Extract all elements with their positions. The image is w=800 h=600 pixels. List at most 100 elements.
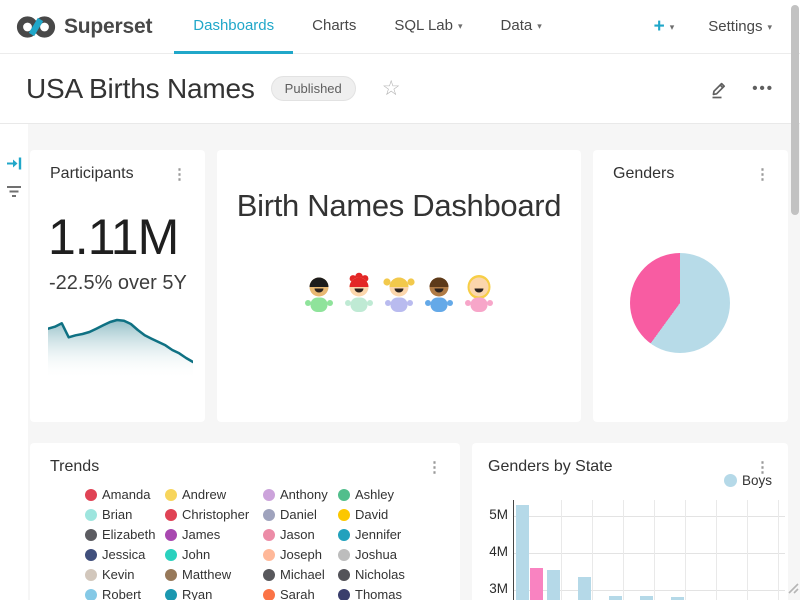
legend-item[interactable]: James — [165, 529, 263, 541]
legend-item[interactable]: Jessica — [85, 549, 165, 561]
chart-menu-button[interactable]: ⋮ — [168, 165, 191, 184]
series-color-dot — [263, 589, 275, 600]
legend-item[interactable]: Brian — [85, 509, 165, 521]
series-color-dot — [338, 569, 350, 581]
series-label: Ashley — [355, 489, 394, 501]
card-markdown: Birth Names Dashboard — [217, 150, 581, 422]
bar-girls — [530, 568, 543, 600]
legend-item[interactable]: Jennifer — [338, 529, 460, 541]
settings-menu[interactable]: Settings ▾ — [708, 18, 772, 35]
chart-title: Genders — [613, 165, 674, 183]
legend-item[interactable]: Nicholas — [338, 569, 460, 581]
nav-item-charts[interactable]: Charts — [293, 0, 375, 54]
series-label: Joseph — [280, 549, 322, 561]
series-color-dot — [165, 489, 177, 501]
series-label: Elizabeth — [102, 529, 155, 541]
series-label: Kevin — [102, 569, 135, 581]
plus-icon: + — [654, 17, 665, 36]
chevron-down-icon: ▾ — [767, 22, 772, 33]
legend-item[interactable]: Joshua — [338, 549, 460, 561]
y-axis-tick: 3M — [476, 581, 508, 596]
chevron-down-icon: ▾ — [670, 22, 675, 33]
brand-name: Superset — [64, 15, 152, 39]
big-number-value: 1.11M — [48, 212, 205, 262]
vertical-scrollbar[interactable] — [791, 5, 799, 215]
legend-item[interactable]: Andrew — [165, 489, 263, 501]
legend-item-boys[interactable]: Boys — [724, 473, 772, 488]
legend-item[interactable]: Anthony — [263, 489, 338, 501]
published-badge[interactable]: Published — [271, 76, 356, 101]
legend-item[interactable]: Matthew — [165, 569, 263, 581]
series-label: Amanda — [102, 489, 150, 501]
trends-legend: Amanda Andrew Anthony Ashley Brian Christophe… — [85, 489, 460, 600]
card-participants: Participants ⋮ 1.11M -22.5% over 5Y — [30, 150, 205, 422]
legend-item[interactable]: David — [338, 509, 460, 521]
legend-item[interactable]: Sarah — [263, 589, 338, 600]
edit-dashboard-button[interactable] — [708, 78, 730, 100]
series-color-dot — [263, 489, 275, 501]
series-color-dot — [165, 549, 177, 561]
series-color-dot — [263, 509, 275, 521]
series-color-dot — [263, 569, 275, 581]
legend-item[interactable]: Jason — [263, 529, 338, 541]
sparkline-chart — [48, 317, 205, 384]
favorite-star-icon[interactable]: ☆ — [382, 78, 401, 99]
new-item-button[interactable]: + ▾ — [646, 17, 683, 36]
series-label: Thomas — [355, 589, 402, 600]
child-emoji — [302, 272, 336, 314]
series-color-dot — [85, 589, 97, 600]
series-label: Matthew — [182, 569, 231, 581]
legend-item[interactable]: Robert — [85, 589, 165, 600]
expand-filter-bar-button[interactable] — [0, 156, 28, 171]
series-label: Brian — [102, 509, 132, 521]
series-color-dot — [338, 549, 350, 561]
more-actions-button[interactable]: ••• — [752, 80, 774, 97]
series-label: Anthony — [280, 489, 328, 501]
bar-boys — [640, 596, 653, 600]
child-emoji — [422, 272, 456, 314]
chart-menu-button[interactable]: ⋮ — [423, 458, 446, 477]
child-emoji — [342, 272, 376, 314]
nav-item-sql-lab[interactable]: SQL Lab ▾ — [375, 0, 481, 54]
superset-infinity-icon — [16, 13, 56, 41]
legend-item[interactable]: Daniel — [263, 509, 338, 521]
legend-item[interactable]: Kevin — [85, 569, 165, 581]
nav-item-dashboards[interactable]: Dashboards — [174, 0, 293, 54]
series-label: Robert — [102, 589, 141, 600]
series-color-dot — [85, 509, 97, 521]
series-color-dot — [85, 549, 97, 561]
nav-item-data[interactable]: Data ▾ — [482, 0, 561, 54]
legend-item[interactable]: Ashley — [338, 489, 460, 501]
series-color-dot — [85, 529, 97, 541]
header-actions: ••• — [708, 78, 774, 100]
legend-item[interactable]: Michael — [263, 569, 338, 581]
superset-logo[interactable]: Superset — [16, 13, 152, 41]
legend-item[interactable]: Elizabeth — [85, 529, 165, 541]
child-emoji — [462, 272, 496, 314]
legend-item[interactable]: Ryan — [165, 589, 263, 600]
series-color-dot — [263, 529, 275, 541]
legend-item[interactable]: Joseph — [263, 549, 338, 561]
legend-item[interactable]: Christopher — [165, 509, 263, 521]
legend-item[interactable]: Amanda — [85, 489, 165, 501]
series-label: Michael — [280, 569, 325, 581]
pencil-icon — [708, 78, 730, 100]
top-navbar: Superset Dashboards Charts SQL Lab ▾ Dat… — [0, 0, 800, 54]
legend-item[interactable]: Thomas — [338, 589, 460, 600]
filter-icon[interactable] — [0, 185, 28, 198]
series-color-dot — [85, 569, 97, 581]
big-number-subheader: -22.5% over 5Y — [49, 272, 205, 295]
legend-item[interactable]: John — [165, 549, 263, 561]
series-label: Daniel — [280, 509, 317, 521]
series-label: John — [182, 549, 210, 561]
series-label: Jennifer — [355, 529, 401, 541]
card-trends: Trends ⋮ AmandaAndrewAnthonyAshleyBrianC… — [30, 443, 460, 600]
series-label: Nicholas — [355, 569, 405, 581]
resize-handle-icon[interactable] — [785, 580, 799, 599]
chart-menu-button[interactable]: ⋮ — [751, 165, 774, 184]
series-label: Joshua — [355, 549, 397, 561]
bar-chart-plot — [513, 500, 785, 600]
bar-boys — [609, 596, 622, 600]
y-axis-tick: 4M — [476, 544, 508, 559]
chevron-down-icon: ▾ — [537, 21, 542, 32]
